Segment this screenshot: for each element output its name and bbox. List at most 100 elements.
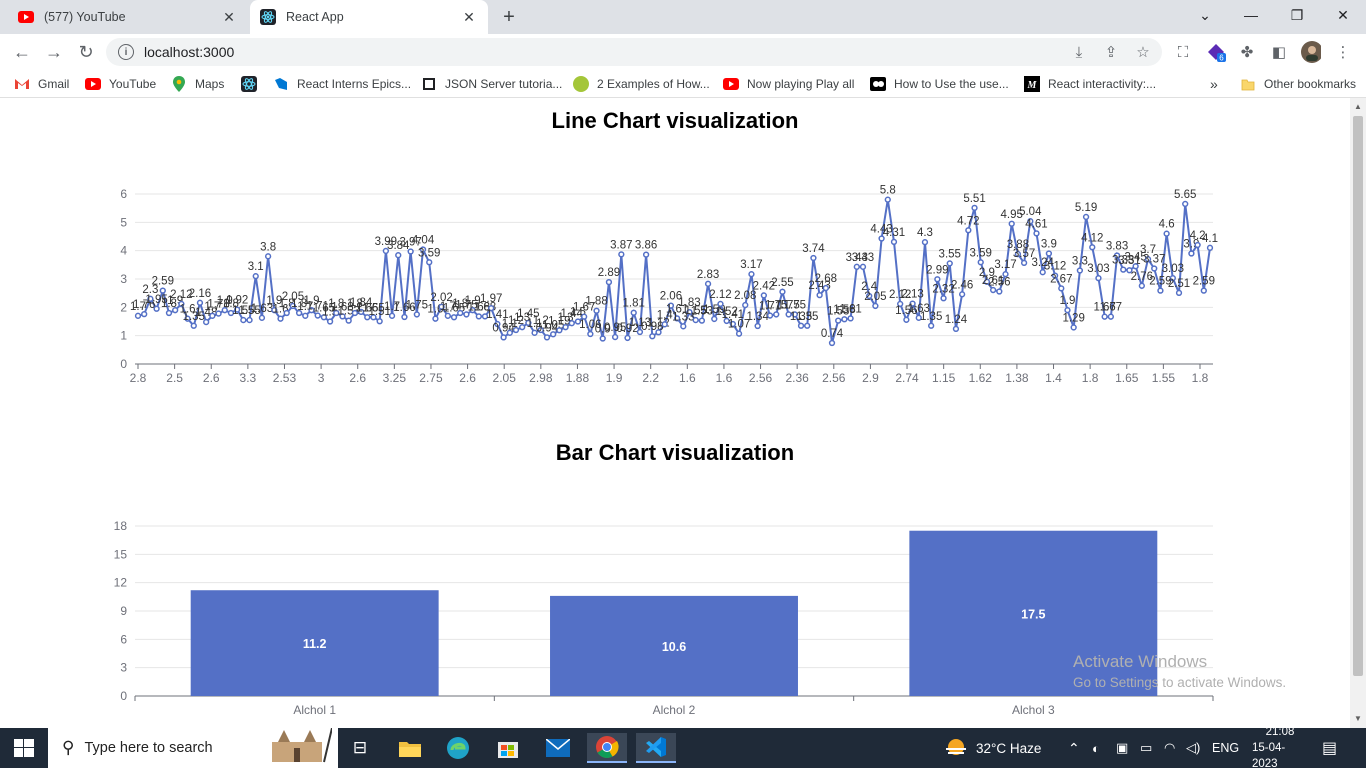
data-point	[289, 302, 297, 310]
scrollbar-thumb[interactable]	[1353, 116, 1363, 676]
bar	[909, 530, 1158, 696]
data-point	[581, 313, 588, 320]
screenshot-icon[interactable]: ⛶	[1177, 43, 1189, 61]
mail-icon[interactable]	[538, 733, 578, 763]
task-view-icon[interactable]: ⊟	[352, 738, 368, 757]
scroll-down-icon[interactable]: ▼	[1354, 714, 1362, 723]
tab-search-icon[interactable]: ⌄	[1199, 6, 1211, 23]
bookmarks-overflow-button[interactable]: »	[1210, 76, 1218, 92]
extensions-puzzle-icon[interactable]: ✤	[1240, 44, 1254, 61]
vscode-icon[interactable]	[636, 733, 676, 763]
bookmark-json-server[interactable]: JSON Server tutoria...	[421, 75, 562, 93]
data-point	[494, 320, 501, 328]
weather-widget[interactable]: 32°C Haze	[944, 728, 1041, 768]
wifi-icon[interactable]: ◠	[1164, 740, 1176, 755]
data-point	[940, 295, 947, 302]
data-point	[1045, 250, 1053, 257]
data-point	[1033, 230, 1040, 237]
extension-icon[interactable]: 6	[1206, 42, 1226, 62]
data-label: 1.55	[684, 305, 706, 317]
install-icon[interactable]: ⤓	[1075, 43, 1083, 61]
y-tick-label: 12	[114, 576, 128, 590]
data-label: 2.59	[1149, 276, 1171, 288]
volume-icon[interactable]: ◁)	[1186, 740, 1201, 755]
bookmark-youtube[interactable]: YouTube	[85, 75, 156, 93]
bookmark-use-hook[interactable]: How to Use the use...	[870, 75, 1009, 93]
data-point	[537, 326, 544, 334]
x-tick-label: Alchol 3	[1012, 703, 1055, 716]
x-tick-label: 1.65	[1115, 371, 1139, 385]
notifications-icon[interactable]: ▤	[1322, 740, 1338, 757]
data-label: 4.95	[1001, 209, 1023, 221]
close-icon[interactable]: ✕	[463, 8, 475, 25]
x-tick-label: 2.8	[130, 371, 147, 385]
restore-button[interactable]: ❐	[1290, 6, 1304, 23]
tab-react-app[interactable]: React App ✕	[250, 0, 488, 34]
data-label: 1.7	[440, 301, 456, 313]
taskbar-search[interactable]: ⚲ Type here to search	[48, 727, 338, 768]
data-point	[1182, 200, 1189, 208]
data-label: 1.53	[827, 306, 849, 318]
window-close-button[interactable]: ✕	[1337, 6, 1349, 23]
data-point	[915, 314, 922, 321]
page-scrollbar[interactable]: ▲ ▼	[1350, 98, 1366, 728]
search-highlight-image	[268, 727, 333, 768]
side-panel-icon[interactable]: ◧	[1271, 44, 1287, 61]
bookmark-maps[interactable]: Maps	[171, 75, 224, 93]
display-icon[interactable]: ▣	[1116, 740, 1129, 755]
menu-icon[interactable]: ⋮	[1335, 44, 1351, 61]
bookmark-react[interactable]	[241, 75, 265, 93]
clock[interactable]: 21:08 15-04-2023	[1252, 726, 1308, 768]
bookmark-now-playing[interactable]: Now playing Play all	[723, 75, 854, 93]
data-point	[1058, 285, 1065, 292]
share-icon[interactable]: ⇪	[1104, 44, 1118, 61]
windows-start-icon[interactable]	[14, 739, 34, 757]
site-info-icon[interactable]: i	[118, 44, 134, 60]
show-hidden-icons[interactable]: ⌃	[1068, 739, 1080, 756]
data-label: 2.59	[1193, 276, 1215, 288]
battery-icon[interactable]: ▭	[1140, 740, 1153, 755]
x-tick-label: 1.38	[1005, 371, 1029, 385]
bookmark-star-icon[interactable]: ☆	[1136, 44, 1150, 61]
data-label: 1.63	[908, 303, 930, 315]
store-icon[interactable]	[488, 733, 528, 763]
data-point	[1027, 218, 1034, 225]
back-button[interactable]: ←	[13, 41, 31, 62]
data-label: 5.51	[963, 193, 985, 205]
bookmarks-bar: Gmail YouTube Maps React Interns Epics..…	[0, 70, 1366, 98]
data-label: 1.24	[945, 314, 968, 326]
data-point	[1132, 263, 1139, 270]
reload-button[interactable]: ↻	[78, 41, 94, 62]
data-point	[488, 305, 495, 312]
data-point	[457, 309, 464, 317]
page-content: Line Chart visualization 0 1 2 3 4 5 6 2.8 2.5 2.…	[0, 98, 1350, 728]
avatar[interactable]	[1301, 41, 1321, 63]
minimize-button[interactable]: —	[1244, 7, 1258, 23]
language-indicator[interactable]: ENG	[1212, 741, 1240, 755]
data-point	[141, 310, 148, 318]
data-point	[996, 288, 1003, 295]
file-explorer-icon[interactable]	[390, 733, 430, 763]
bookmark-examples[interactable]: 2 Examples of How...	[573, 75, 710, 93]
data-point	[401, 313, 408, 321]
address-bar[interactable]: i localhost:3000	[106, 38, 1162, 66]
azure-icon	[273, 76, 289, 92]
bookmark-react-interns[interactable]: React Interns Epics...	[273, 75, 411, 93]
bookmark-mdn[interactable]: M React interactivity:...	[1024, 75, 1156, 93]
other-bookmarks[interactable]: Other bookmarks	[1240, 75, 1356, 93]
forward-button[interactable]: →	[45, 41, 63, 62]
close-icon[interactable]: ✕	[223, 8, 235, 25]
data-point	[512, 326, 520, 334]
new-tab-button[interactable]: +	[503, 5, 515, 28]
bookmark-gmail[interactable]: Gmail	[14, 75, 69, 93]
x-tick-label: 2.2	[642, 371, 659, 385]
meet-icon[interactable]: ◐	[1092, 740, 1100, 756]
data-label: 2.06	[660, 291, 682, 303]
data-point	[816, 292, 823, 299]
chrome-icon[interactable]	[587, 733, 627, 763]
scroll-up-icon[interactable]: ▲	[1354, 102, 1362, 111]
tab-youtube[interactable]: (577) YouTube ✕	[8, 0, 248, 34]
extension-badge: 6	[1219, 54, 1224, 63]
edge-icon[interactable]	[438, 733, 478, 763]
data-point	[605, 278, 613, 286]
